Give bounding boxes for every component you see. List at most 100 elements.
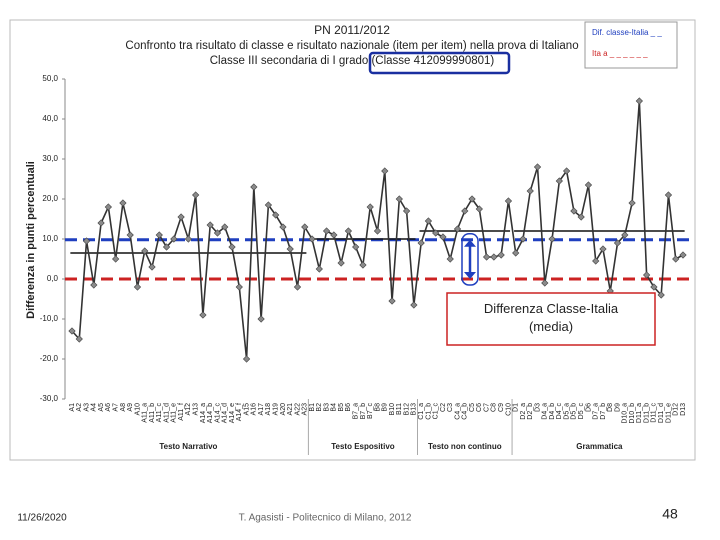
x-tick-label: A21	[287, 403, 294, 416]
y-tick-label: 10,0	[42, 234, 58, 243]
x-tick-label: A14_d	[222, 403, 229, 423]
data-point	[592, 257, 600, 265]
data-point	[221, 223, 229, 231]
highlight-box	[368, 51, 511, 75]
data-point	[373, 227, 382, 235]
chart-title: PN 2011/2012	[314, 23, 390, 37]
data-point	[453, 225, 462, 233]
annotation-line: (media)	[529, 319, 573, 334]
data-point	[664, 191, 673, 199]
x-tick-label: A5	[98, 403, 105, 412]
x-tick-label: B8	[374, 403, 381, 412]
data-point	[548, 235, 556, 243]
data-point	[679, 251, 687, 259]
data-point	[242, 355, 251, 363]
data-point	[395, 195, 403, 203]
data-point	[104, 203, 112, 211]
x-tick-label: A9	[127, 403, 134, 412]
x-tick-label: A18	[265, 403, 272, 416]
x-tick-label: C4_b	[462, 403, 469, 420]
data-point	[381, 167, 389, 175]
data-point	[82, 237, 91, 245]
x-tick-label: D13	[680, 403, 687, 416]
data-point	[584, 181, 593, 189]
x-tick-label: A11_d	[163, 403, 170, 423]
data-point	[199, 311, 207, 319]
data-point	[468, 195, 476, 203]
x-tick-label: A17	[258, 403, 265, 416]
data-point	[628, 199, 636, 207]
data-point	[613, 239, 622, 247]
x-tick-label: A7	[112, 403, 119, 412]
x-tick-label: B4	[331, 403, 338, 412]
data-point	[410, 301, 418, 309]
data-point	[213, 229, 222, 237]
annotation-line: Differenza Classe-Italia	[484, 301, 619, 316]
x-tick-label: D2_a	[520, 403, 527, 420]
data-point	[461, 207, 469, 215]
x-tick-label: D7_b	[600, 403, 607, 420]
data-point	[148, 263, 156, 271]
legend-entry: Dif. classe-Italia _ _	[592, 28, 662, 37]
y-tick-label: 30,0	[42, 154, 58, 163]
x-tick-label: D9	[614, 403, 621, 412]
data-point	[388, 297, 396, 305]
x-tick-label: D12	[673, 403, 680, 416]
data-point	[308, 235, 316, 243]
data-point	[577, 213, 585, 221]
data-point	[133, 283, 142, 291]
data-point	[322, 227, 331, 235]
x-tick-label: B7_a	[353, 403, 360, 419]
x-tick-label: A14_b	[207, 403, 214, 423]
x-tick-label: A16	[251, 403, 258, 416]
x-tick-label: A4	[91, 403, 98, 412]
data-point	[75, 335, 83, 343]
x-tick-label: D4_a	[542, 403, 549, 420]
data-point	[446, 255, 454, 263]
x-tick-label: A14_f	[236, 403, 243, 421]
x-tick-label: A23	[302, 403, 309, 416]
x-tick-label: A11_a	[142, 403, 149, 423]
data-point	[504, 197, 513, 205]
x-tick-label: A3	[83, 403, 90, 412]
data-point	[126, 231, 134, 239]
data-point	[235, 283, 243, 291]
data-point	[650, 283, 658, 291]
x-tick-label: C6	[476, 403, 483, 412]
data-point	[497, 251, 505, 259]
data-point	[555, 177, 563, 185]
x-tick-label: A14_a	[200, 403, 207, 423]
data-point	[519, 235, 527, 243]
data-point	[526, 187, 534, 195]
data-point	[206, 221, 214, 229]
x-tick-label: A14_c	[214, 403, 221, 423]
chart-subtitle: Confronto tra risultato di classe e risu…	[125, 40, 578, 52]
arrow-highlight	[461, 233, 479, 286]
chart-subtitle: Classe III secondaria di I grado (Classe…	[210, 55, 495, 67]
x-tick-label: D7_a	[593, 403, 600, 420]
page-number: 48	[662, 506, 678, 522]
y-tick-label: 20,0	[42, 194, 58, 203]
x-tick-label: B13	[411, 403, 418, 416]
data-point	[315, 265, 323, 273]
data-point	[533, 163, 542, 171]
x-tick-label: A10	[134, 403, 141, 416]
data-point	[286, 245, 294, 253]
legend-entry: Ita a _ _ _ _ _ _	[592, 49, 648, 58]
x-tick-label: D5_c	[578, 403, 585, 420]
data-point	[344, 227, 353, 235]
data-point	[170, 235, 178, 243]
data-point	[432, 229, 440, 237]
data-point	[366, 203, 374, 211]
x-tick-label: A11_c	[156, 403, 163, 423]
data-point	[330, 231, 338, 239]
x-tick-label: B12	[403, 403, 410, 416]
x-tick-label: A12	[185, 403, 192, 416]
data-point	[155, 231, 163, 239]
annotation-box	[446, 292, 656, 346]
x-tick-label: D3	[534, 403, 541, 412]
x-tick-label: A1	[69, 403, 76, 412]
x-tick-label: D5_a	[563, 403, 570, 420]
